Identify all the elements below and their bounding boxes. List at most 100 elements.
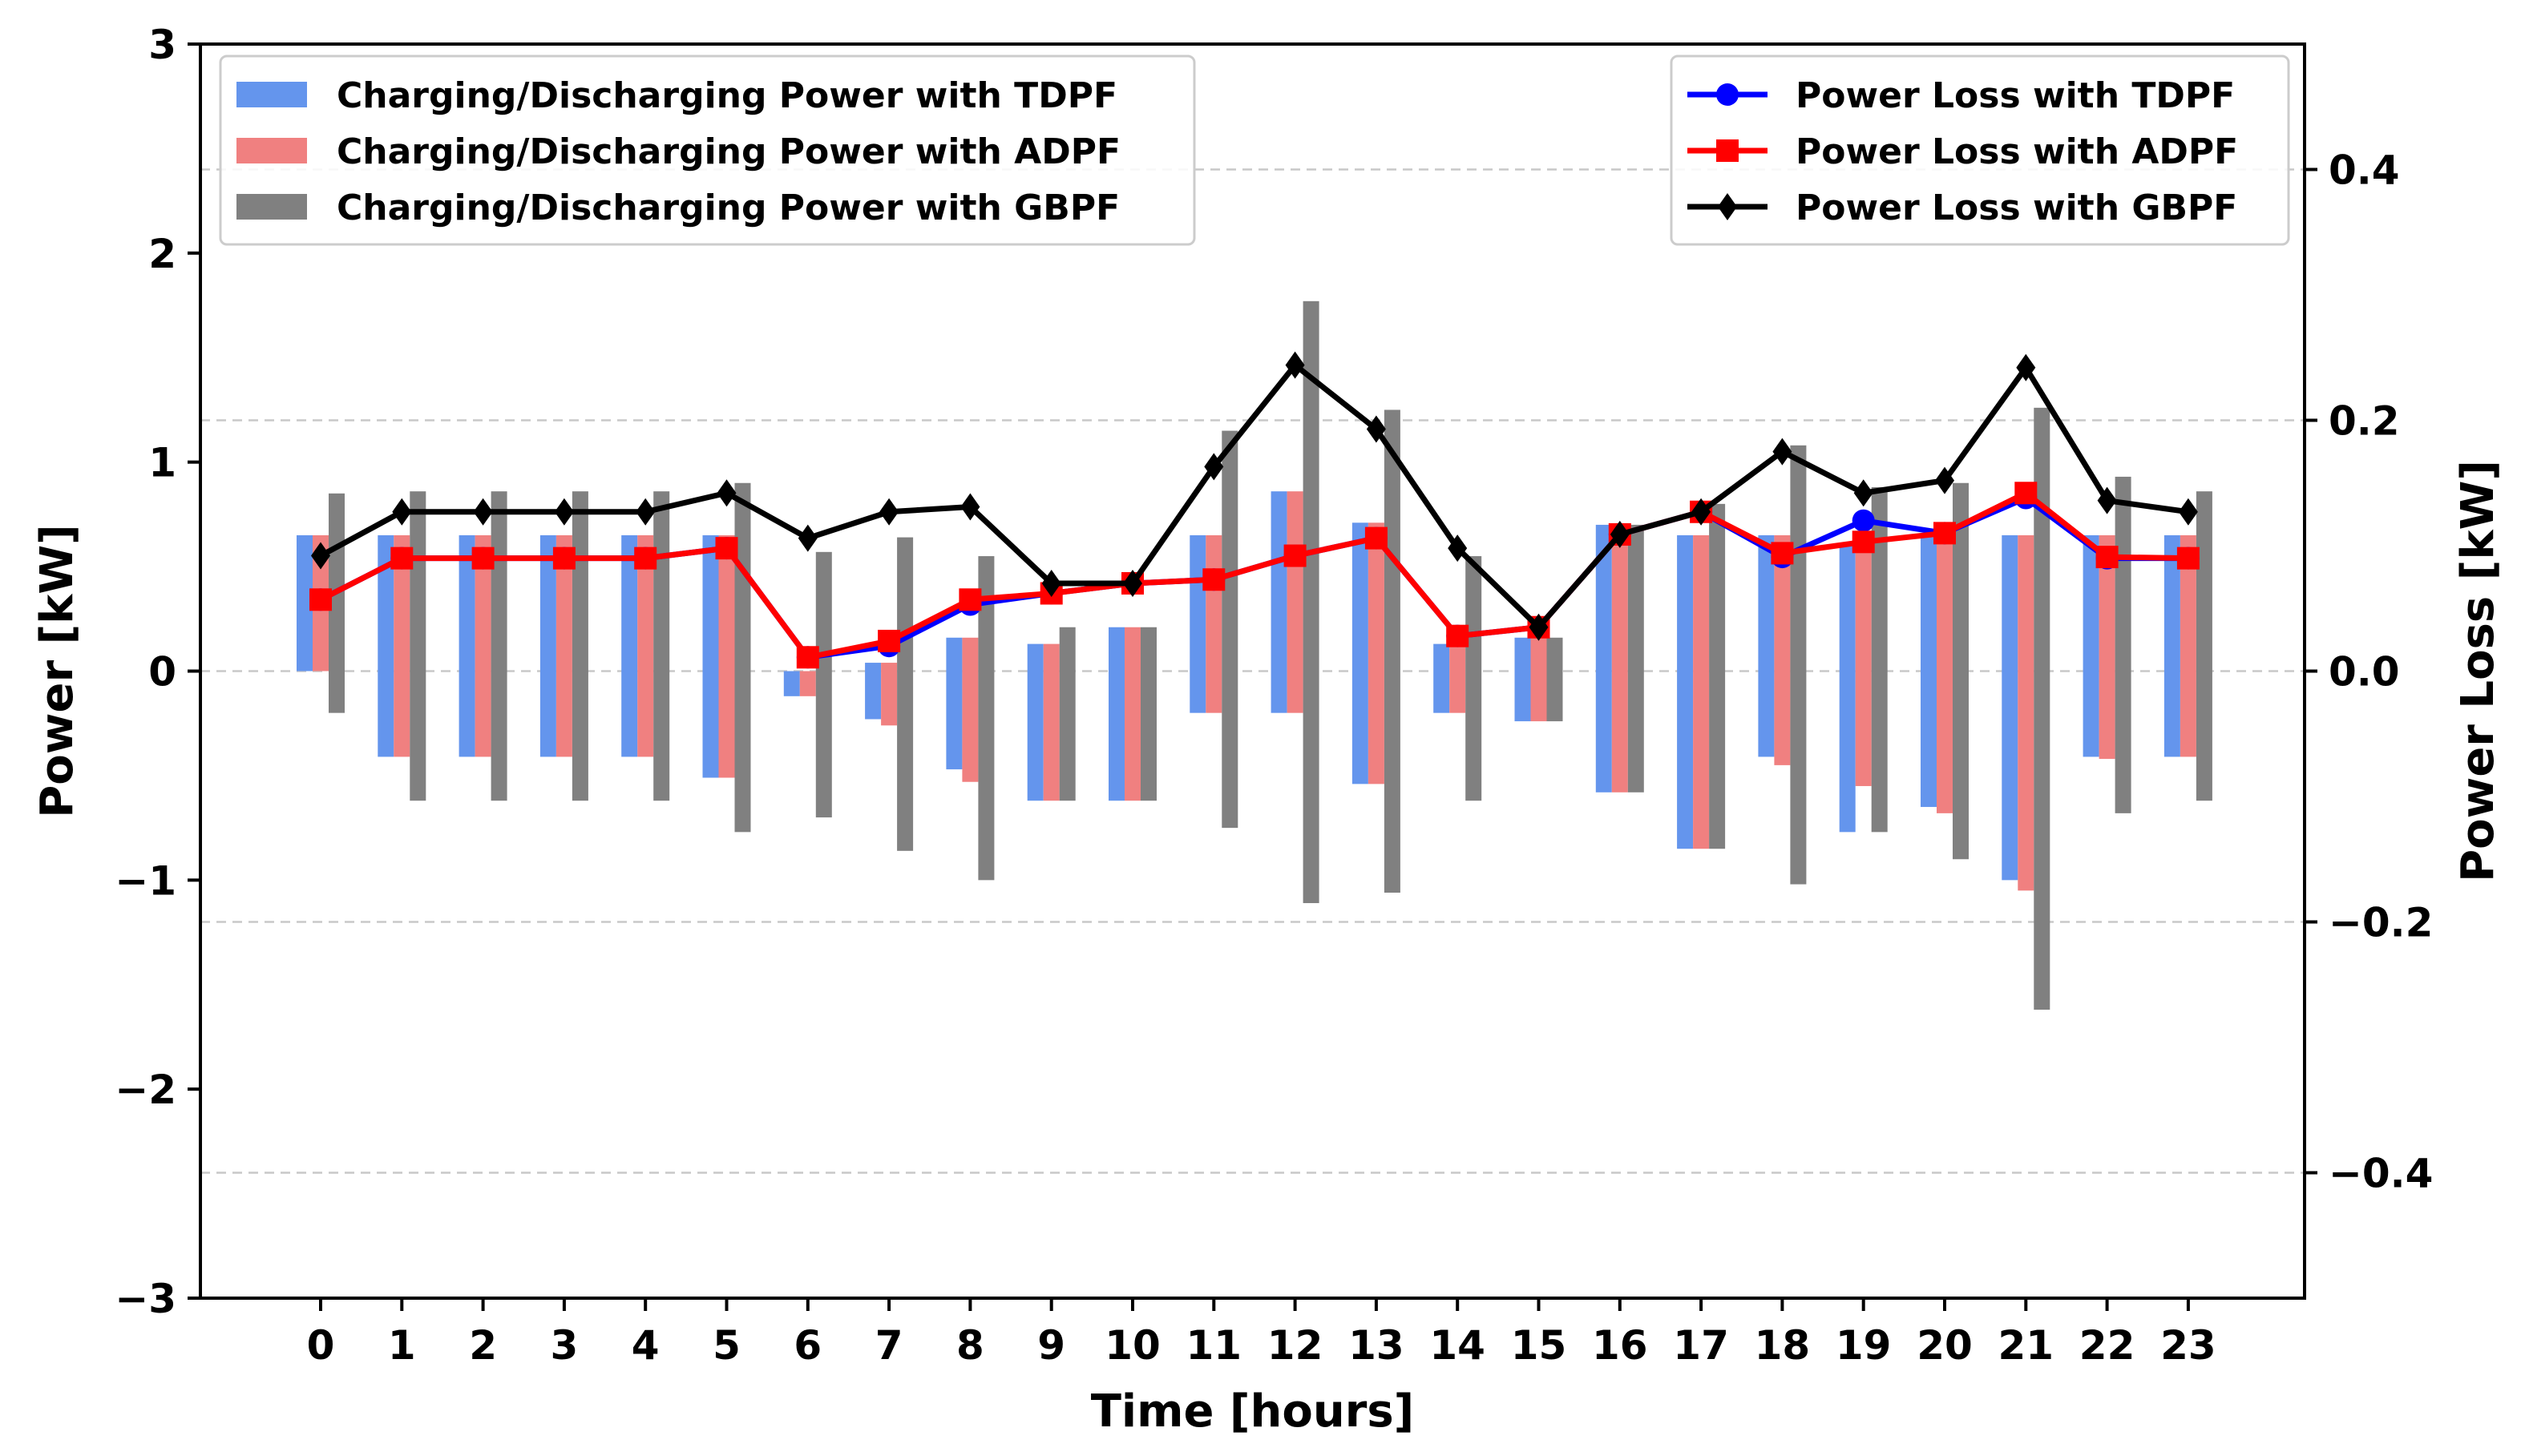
marker-gbpf bbox=[2178, 498, 2198, 526]
bar-adpf bbox=[1287, 491, 1303, 713]
bar-tdpf bbox=[378, 534, 394, 757]
bar-tdpf bbox=[297, 534, 313, 672]
bar-adpf bbox=[637, 534, 654, 757]
bar-tdpf bbox=[1921, 534, 1937, 808]
bar-tdpf bbox=[865, 663, 882, 720]
legend-swatch bbox=[236, 194, 307, 220]
bar-adpf bbox=[1611, 524, 1628, 793]
bar-adpf bbox=[1449, 643, 1466, 713]
marker-adpf bbox=[1771, 542, 1794, 565]
marker-adpf bbox=[1933, 522, 1956, 545]
bar-gbpf bbox=[2115, 476, 2131, 813]
bar-tdpf bbox=[1595, 524, 1612, 793]
marker-gbpf bbox=[1041, 569, 1061, 597]
bar-gbpf bbox=[410, 491, 426, 801]
marker-adpf bbox=[390, 547, 414, 570]
bar-gbpf bbox=[1871, 486, 1888, 833]
bar-gbpf bbox=[815, 551, 832, 818]
x-tick-label: 4 bbox=[632, 1322, 660, 1369]
marker-gbpf bbox=[1772, 438, 1792, 466]
bar-adpf bbox=[1530, 637, 1547, 722]
bar-gbpf bbox=[1790, 445, 1807, 885]
marker-gbpf bbox=[636, 498, 656, 526]
bar-gbpf bbox=[572, 491, 588, 801]
y2-tick-label: −0.2 bbox=[2329, 900, 2433, 946]
bar-gbpf bbox=[1953, 482, 1969, 860]
bar-gbpf bbox=[2196, 491, 2212, 801]
marker-gbpf bbox=[1691, 498, 1711, 526]
bar-adpf bbox=[1043, 643, 1060, 801]
bar-gbpf bbox=[1384, 409, 1400, 893]
legend-marker bbox=[1718, 193, 1737, 220]
y2-tick-label: 0.0 bbox=[2329, 649, 2400, 696]
bar-tdpf bbox=[2163, 534, 2180, 757]
bar-adpf bbox=[556, 534, 572, 757]
marker-gbpf bbox=[1610, 520, 1630, 548]
bar-gbpf bbox=[734, 482, 751, 833]
legend-bars: Charging/Discharging Power with TDPF Char… bbox=[219, 54, 1196, 246]
bar-gbpf bbox=[1303, 300, 1319, 904]
marker-gbpf bbox=[1123, 569, 1142, 597]
marker-gbpf bbox=[1935, 466, 1954, 494]
legend-label: Power Loss with ADPF bbox=[1796, 131, 2238, 172]
legend-label: Charging/Discharging Power with ADPF bbox=[337, 131, 1121, 172]
bar-adpf bbox=[1206, 534, 1222, 713]
bar-tdpf bbox=[1271, 491, 1287, 713]
bar-tdpf bbox=[621, 534, 638, 757]
legend-swatch bbox=[236, 82, 307, 107]
bar-adpf bbox=[881, 663, 898, 726]
marker-adpf bbox=[1446, 624, 1469, 647]
marker-adpf bbox=[1364, 526, 1388, 550]
x-tick-label: 20 bbox=[1917, 1322, 1973, 1369]
marker-gbpf bbox=[2097, 486, 2117, 514]
bar-gbpf bbox=[1059, 627, 1076, 801]
x-tick-label: 3 bbox=[551, 1322, 579, 1369]
bar-adpf bbox=[2180, 534, 2196, 757]
y-tick-label: 3 bbox=[148, 22, 176, 68]
bar-tdpf bbox=[1514, 637, 1531, 722]
legend-label: Charging/Discharging Power with GBPF bbox=[337, 188, 1120, 228]
marker-adpf bbox=[1283, 544, 1307, 567]
line-gbpf bbox=[319, 362, 2189, 631]
bar-series bbox=[297, 300, 2212, 1010]
x-axis-title: Time [hours] bbox=[1091, 1385, 1415, 1438]
bar-gbpf bbox=[1546, 637, 1563, 722]
bar-adpf bbox=[962, 637, 979, 782]
marker-adpf bbox=[2014, 482, 2038, 505]
x-tick-label: 16 bbox=[1592, 1322, 1648, 1369]
legend-lines: Power Loss with TDPF Power Loss with ADPF… bbox=[1670, 54, 2290, 246]
bar-adpf bbox=[718, 534, 735, 778]
y2-tick-label: 0.2 bbox=[2329, 398, 2400, 445]
marker-adpf bbox=[2176, 547, 2200, 570]
y2-axis-title: Power Loss [kW] bbox=[2452, 460, 2504, 882]
legend-label: Power Loss with GBPF bbox=[1796, 188, 2237, 228]
x-tick-label: 12 bbox=[1267, 1322, 1323, 1369]
legend-label: Charging/Discharging Power with TDPF bbox=[337, 75, 1117, 116]
y2-axis-ticks: −0.4 −0.2 0.0 0.2 0.4 bbox=[2305, 147, 2433, 1197]
y-tick-label: −2 bbox=[115, 1067, 176, 1113]
x-tick-label: 21 bbox=[1998, 1322, 2054, 1369]
marker-adpf bbox=[552, 547, 576, 570]
line-series bbox=[309, 351, 2200, 669]
bar-tdpf bbox=[2002, 534, 2018, 881]
marker-adpf bbox=[471, 547, 495, 570]
marker-gbpf bbox=[1285, 351, 1305, 379]
x-tick-label: 11 bbox=[1186, 1322, 1242, 1369]
marker-adpf bbox=[796, 646, 819, 669]
marker-gbpf bbox=[960, 493, 980, 521]
bar-tdpf bbox=[1109, 627, 1125, 801]
marker-gbpf bbox=[311, 542, 330, 570]
legend-marker bbox=[1716, 83, 1739, 106]
bar-tdpf bbox=[1758, 534, 1775, 757]
bar-tdpf bbox=[1027, 643, 1044, 801]
marker-gbpf bbox=[717, 479, 737, 507]
bar-gbpf bbox=[897, 537, 914, 851]
bar-adpf bbox=[1368, 522, 1384, 784]
marker-adpf bbox=[715, 537, 738, 560]
x-tick-label: 1 bbox=[388, 1322, 416, 1369]
bar-tdpf bbox=[946, 637, 963, 770]
bar-gbpf bbox=[491, 491, 507, 801]
bar-adpf bbox=[1937, 534, 1953, 813]
bar-adpf bbox=[1693, 534, 1710, 849]
legend-marker bbox=[1716, 139, 1739, 162]
